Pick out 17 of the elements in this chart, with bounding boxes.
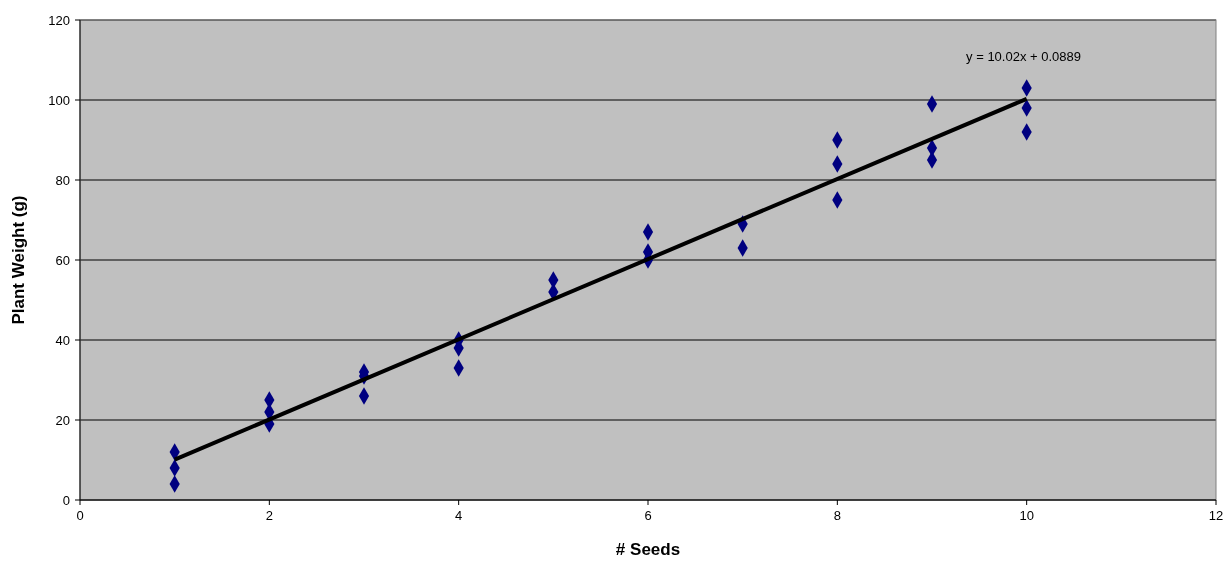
y-tick-label: 120 (48, 12, 70, 28)
x-tick-label: 12 (1208, 508, 1224, 523)
x-tick-label: 6 (644, 508, 652, 523)
y-tick-label: 60 (55, 252, 70, 268)
y-tick-label: 40 (55, 332, 70, 348)
y-tick-label: 80 (55, 172, 70, 188)
x-tick-label: 2 (265, 508, 273, 523)
x-tick-label: 8 (833, 508, 841, 523)
y-axis-title: Plant Weight (g) (9, 195, 28, 325)
x-tick-label: 4 (455, 508, 463, 523)
x-tick-label: 10 (1019, 508, 1034, 523)
y-tick-label: 0 (62, 492, 70, 508)
x-tick-label: 0 (76, 508, 84, 523)
x-axis-title: # Seeds (615, 540, 681, 559)
annotation: y = 10.02x + 0.0889 (966, 49, 1082, 64)
y-tick-label: 100 (48, 92, 70, 108)
y-tick-label: 20 (55, 412, 70, 428)
